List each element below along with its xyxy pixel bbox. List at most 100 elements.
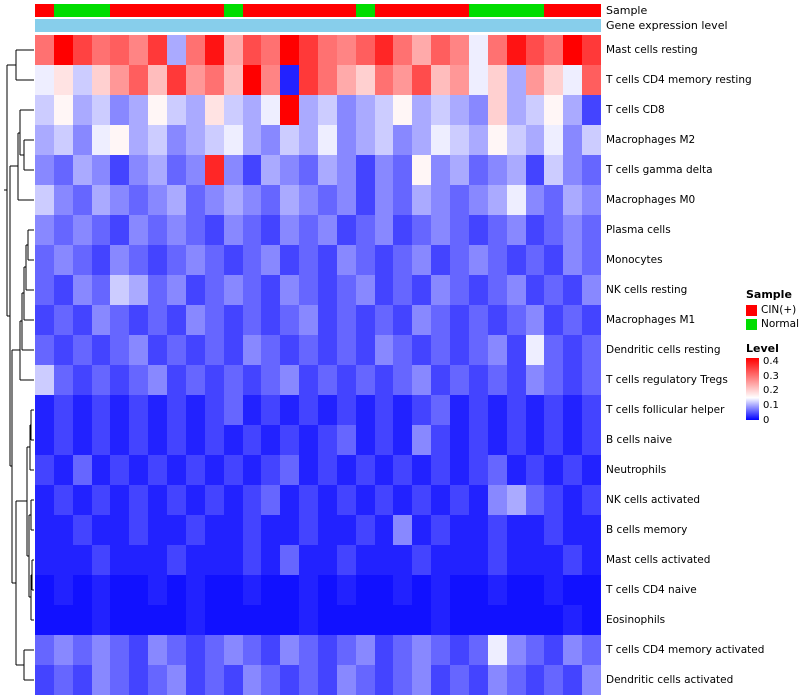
heatmap-cell-r14c18 <box>374 455 394 485</box>
heatmap-cell-r0c0 <box>35 35 54 65</box>
heatmap-cell-r20c28 <box>563 635 583 665</box>
heatmap-cell-r3c16 <box>336 125 356 155</box>
heatmap-cell-r9c13 <box>280 305 300 335</box>
heatmap-cell-r5c14 <box>299 185 318 215</box>
heatmap-cell-r7c24 <box>487 245 507 275</box>
heatmap-cell-r5c27 <box>544 185 564 215</box>
heatmap-cell-r10c26 <box>525 335 545 365</box>
heatmap-cell-r10c20 <box>412 335 432 365</box>
heatmap-cell-r2c24 <box>487 95 507 125</box>
heatmap-cell-r19c3 <box>91 605 111 635</box>
heatmap-cell-r3c27 <box>544 125 564 155</box>
heatmap-cell-r15c6 <box>148 485 168 515</box>
heatmap-cell-r15c9 <box>204 485 224 515</box>
sample-annotation-cell-14 <box>299 4 318 17</box>
sample-annotation-cell-15 <box>318 4 337 17</box>
heatmap-cell-r3c23 <box>468 125 488 155</box>
heatmap-cell-r19c7 <box>167 605 186 635</box>
heatmap-cell-r13c6 <box>148 425 168 455</box>
heatmap-cell-r4c19 <box>393 155 413 185</box>
heatmap-cell-r2c12 <box>261 95 281 125</box>
heatmap-cell-r9c9 <box>204 305 224 335</box>
heatmap-cell-r8c17 <box>355 275 375 305</box>
gene-expression-annotation-label: Gene expression level <box>606 19 728 32</box>
heatmap-cell-r14c23 <box>468 455 488 485</box>
heatmap-cell-r5c6 <box>148 185 168 215</box>
heatmap-cell-r2c3 <box>91 95 111 125</box>
sample-annotation-cell-7 <box>167 4 186 17</box>
heatmap-cell-r8c11 <box>242 275 262 305</box>
row-labels: Mast cells resting T cells CD4 memory res… <box>606 35 764 695</box>
heatmap-cell-r16c16 <box>336 515 356 545</box>
heatmap-cell-r4c23 <box>468 155 488 185</box>
heatmap-cell-r16c7 <box>167 515 186 545</box>
sample-legend-swatch-1 <box>746 318 757 330</box>
heatmap-cell-r18c17 <box>355 575 375 605</box>
heatmap-cell-r1c9 <box>204 65 224 95</box>
sample-annotation-cell-12 <box>261 4 281 17</box>
heatmap-cell-r15c25 <box>506 485 526 515</box>
heatmap-cell-r17c15 <box>318 545 337 575</box>
heatmap-cell-r8c29 <box>582 275 601 305</box>
heatmap-cell-r9c28 <box>563 305 583 335</box>
heatmap-cell-r21c27 <box>544 665 564 695</box>
heatmap-cell-r7c7 <box>167 245 186 275</box>
heatmap-cell-r12c29 <box>582 395 601 425</box>
heatmap-cell-r19c6 <box>148 605 168 635</box>
heatmap-cell-r17c27 <box>544 545 564 575</box>
heatmap-cell-r9c11 <box>242 305 262 335</box>
heatmap-cell-r16c29 <box>582 515 601 545</box>
heatmap-cell-r6c16 <box>336 215 356 245</box>
heatmap-cell-r1c13 <box>280 65 300 95</box>
heatmap-cell-r9c21 <box>431 305 451 335</box>
heatmap-cell-r5c10 <box>223 185 243 215</box>
heatmap-cell-r6c3 <box>91 215 111 245</box>
heatmap-cell-r17c4 <box>110 545 130 575</box>
heatmap-cell-r0c9 <box>204 35 224 65</box>
heatmap-cell-r14c5 <box>129 455 149 485</box>
heatmap-cell-r13c0 <box>35 425 54 455</box>
heatmap-cell-r15c16 <box>336 485 356 515</box>
heatmap-cell-r21c24 <box>487 665 507 695</box>
heatmap-cell-r20c8 <box>185 635 205 665</box>
heatmap-cell-r2c25 <box>506 95 526 125</box>
heatmap-cell-r7c27 <box>544 245 564 275</box>
heatmap-cell-r12c8 <box>185 395 205 425</box>
heatmap-cell-r12c1 <box>53 395 73 425</box>
heatmap-cell-r2c19 <box>393 95 413 125</box>
heatmap-cell-r21c3 <box>91 665 111 695</box>
heatmap-cell-r16c5 <box>129 515 149 545</box>
heatmap-cell-r0c15 <box>318 35 337 65</box>
heatmap-cell-r1c26 <box>525 65 545 95</box>
heatmap-cell-r2c18 <box>374 95 394 125</box>
heatmap-cell-r17c2 <box>72 545 92 575</box>
heatmap-cell-r4c25 <box>506 155 526 185</box>
heatmap-cell-r8c23 <box>468 275 488 305</box>
heatmap-cell-r21c29 <box>582 665 601 695</box>
heatmap-cell-r0c6 <box>148 35 168 65</box>
heatmap-cell-r12c26 <box>525 395 545 425</box>
heatmap-cell-r11c15 <box>318 365 337 395</box>
heatmap-cell-r0c29 <box>582 35 601 65</box>
heatmap-cell-r18c10 <box>223 575 243 605</box>
heatmap-cell-r6c11 <box>242 215 262 245</box>
heatmap-cell-r10c4 <box>110 335 130 365</box>
heatmap-cell-r19c28 <box>563 605 583 635</box>
heatmap-cell-r15c20 <box>412 485 432 515</box>
heatmap-cell-r16c13 <box>280 515 300 545</box>
heatmap-cell-r9c6 <box>148 305 168 335</box>
heatmap-cell-r2c7 <box>167 95 186 125</box>
heatmap-cell-r13c19 <box>393 425 413 455</box>
heatmap-cell-r15c11 <box>242 485 262 515</box>
heatmap-cell-r14c25 <box>506 455 526 485</box>
heatmap-cell-r2c14 <box>299 95 318 125</box>
heatmap-cell-r9c23 <box>468 305 488 335</box>
heatmap-cell-r20c5 <box>129 635 149 665</box>
heatmap-cell-r3c10 <box>223 125 243 155</box>
heatmap-cell-r0c19 <box>393 35 413 65</box>
heatmap-cell-r17c8 <box>185 545 205 575</box>
heatmap-cell-r8c27 <box>544 275 564 305</box>
heatmap-cell-r6c9 <box>204 215 224 245</box>
heatmap-cell-r11c22 <box>450 365 469 395</box>
heatmap-cell-r14c3 <box>91 455 111 485</box>
